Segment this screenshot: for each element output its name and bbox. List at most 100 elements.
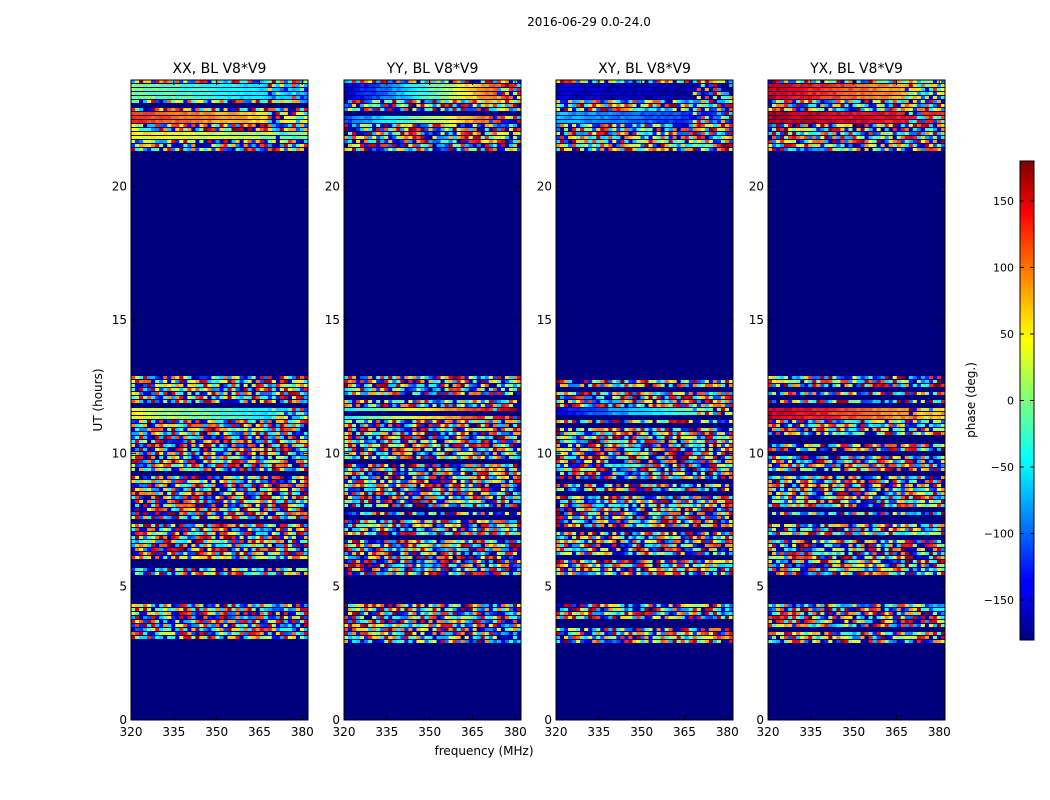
heatmap-cell (275, 608, 281, 611)
heatmap-cell (239, 528, 244, 531)
heatmap-cell (251, 96, 256, 99)
heatmap-cell (344, 384, 349, 387)
heatmap-cell (203, 140, 208, 143)
heatmap-cell (175, 396, 180, 399)
heatmap-cell (512, 376, 518, 379)
heatmap-cell (131, 408, 136, 411)
heatmap-cell (420, 140, 425, 143)
heatmap-cell (179, 96, 184, 99)
heatmap-cell (143, 108, 148, 111)
heatmap-cell (219, 540, 224, 543)
heatmap-cell (131, 448, 136, 451)
heatmap-cell (211, 572, 216, 575)
heatmap-cell (492, 104, 498, 107)
heatmap-cell (235, 552, 240, 555)
heatmap-cell (263, 624, 269, 627)
heatmap-cell (227, 128, 232, 131)
heatmap-cell (247, 132, 252, 135)
heatmap-cell (516, 400, 521, 403)
heatmap-cell (147, 604, 152, 607)
heatmap-cell (303, 536, 308, 539)
heatmap-cell (488, 472, 494, 475)
heatmap-cell (344, 96, 349, 99)
heatmap-cell (199, 112, 204, 115)
heatmap-cell (215, 628, 220, 631)
heatmap-cell (207, 492, 212, 495)
heatmap-cell (259, 500, 265, 503)
heatmap-cell (436, 120, 441, 123)
heatmap-cell (187, 392, 192, 395)
heatmap-cell (263, 388, 269, 391)
heatmap-cell (428, 144, 433, 147)
heatmap-cell (243, 460, 248, 463)
heatmap-cell (380, 480, 385, 483)
heatmap-cell (167, 468, 172, 471)
heatmap-cell (372, 440, 377, 443)
heatmap-cell (215, 376, 220, 379)
heatmap-cell (263, 448, 269, 451)
heatmap-cell (227, 540, 232, 543)
heatmap-cell (275, 420, 281, 423)
heatmap-cell (183, 444, 188, 447)
heatmap-cell (243, 464, 248, 467)
heatmap-cell (227, 416, 232, 419)
heatmap-cell (139, 464, 144, 467)
heatmap-cell (496, 472, 502, 475)
heatmap-cell (388, 436, 393, 439)
heatmap-cell (376, 388, 381, 391)
heatmap-cell (139, 572, 144, 575)
heatmap-cell (147, 456, 152, 459)
heatmap-cell (267, 612, 273, 615)
heatmap-cell (219, 524, 224, 527)
heatmap-cell (384, 416, 389, 419)
heatmap-cell (155, 448, 160, 451)
heatmap-cell (175, 116, 180, 119)
heatmap-cell (223, 144, 228, 147)
heatmap-cell (496, 420, 502, 423)
heatmap-cell (163, 612, 168, 615)
heatmap-cell (492, 148, 498, 151)
heatmap-cell (187, 464, 192, 467)
heatmap-cell (155, 504, 160, 507)
heatmap-cell (131, 616, 136, 619)
heatmap-cell (203, 440, 208, 443)
heatmap-cell (163, 424, 168, 427)
heatmap-cell (436, 468, 441, 471)
heatmap-cell (215, 556, 220, 559)
heatmap-cell (255, 636, 261, 639)
heatmap-cell (484, 392, 490, 395)
heatmap-cell (275, 528, 281, 531)
heatmap-cell (219, 604, 224, 607)
heatmap-cell (452, 436, 457, 439)
heatmap-cell (187, 528, 192, 531)
heatmap-cell (352, 428, 357, 431)
heatmap-cell (151, 624, 156, 627)
heatmap-cell (183, 512, 188, 515)
heatmap-cell (448, 84, 453, 87)
heatmap-cell (239, 540, 244, 543)
heatmap-cell (219, 456, 224, 459)
heatmap-cell (183, 376, 188, 379)
heatmap-cell (211, 608, 216, 611)
heatmap-cell (516, 480, 521, 483)
heatmap-cell (199, 396, 204, 399)
heatmap-cell (147, 476, 152, 479)
heatmap-cell (243, 408, 248, 411)
heatmap-cell (388, 144, 393, 147)
heatmap-cell (183, 612, 188, 615)
heatmap-cell (279, 436, 285, 439)
heatmap-cell (364, 392, 369, 395)
heatmap-cell (344, 440, 349, 443)
heatmap-cell (175, 112, 180, 115)
heatmap-cell (183, 616, 188, 619)
heatmap-cell (271, 136, 277, 139)
heatmap-cell (472, 400, 478, 403)
heatmap-cell (131, 140, 136, 143)
heatmap-cell (484, 388, 490, 391)
heatmap-cell (283, 400, 289, 403)
heatmap-cell (444, 132, 449, 135)
heatmap-cell (275, 120, 281, 123)
heatmap-cell (195, 100, 200, 103)
heatmap-cell (139, 500, 144, 503)
heatmap-cell (167, 420, 172, 423)
